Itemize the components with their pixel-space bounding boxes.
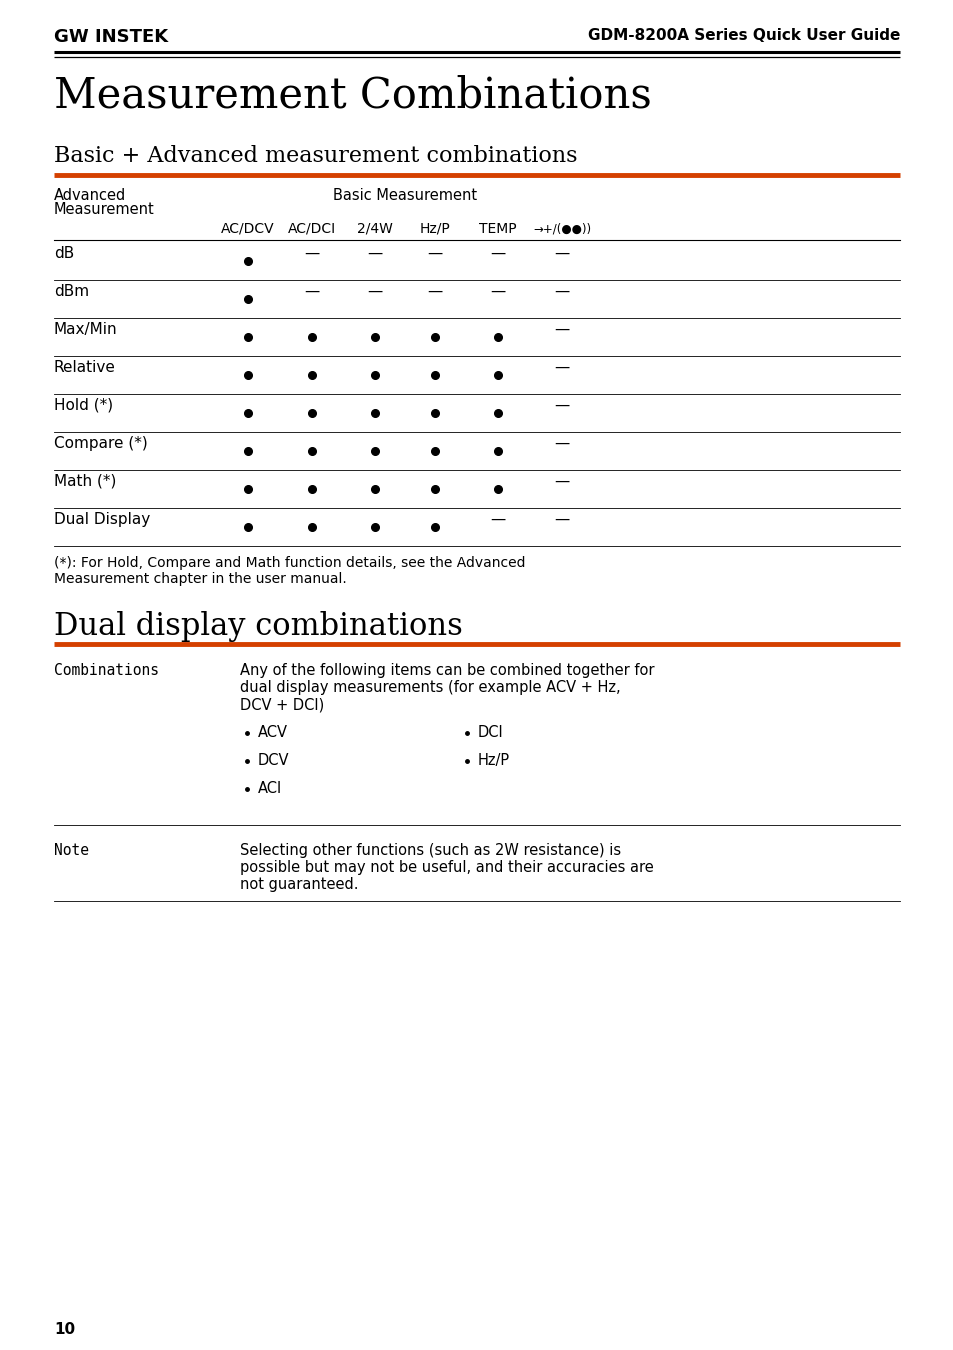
Text: GDM-8200A Series Quick User Guide: GDM-8200A Series Quick User Guide <box>587 28 899 43</box>
Text: Math (*): Math (*) <box>54 474 116 489</box>
Text: dBm: dBm <box>54 284 89 298</box>
Text: DCV + DCI): DCV + DCI) <box>240 697 324 711</box>
Text: —: — <box>554 512 569 526</box>
Text: GW INSTEK: GW INSTEK <box>54 28 168 46</box>
Text: Relative: Relative <box>54 360 115 375</box>
Text: Dual Display: Dual Display <box>54 512 150 526</box>
Text: —: — <box>554 246 569 261</box>
Text: —: — <box>490 512 505 526</box>
Text: ACV: ACV <box>257 725 288 740</box>
Text: Note: Note <box>54 842 89 859</box>
Text: Measurement Combinations: Measurement Combinations <box>54 76 651 117</box>
Text: Measurement: Measurement <box>54 202 154 217</box>
Text: Measurement chapter in the user manual.: Measurement chapter in the user manual. <box>54 572 346 586</box>
Text: ACI: ACI <box>257 782 282 796</box>
Text: Any of the following items can be combined together for: Any of the following items can be combin… <box>240 663 654 678</box>
Text: —: — <box>367 246 382 261</box>
Text: DCI: DCI <box>477 725 503 740</box>
Text: Compare (*): Compare (*) <box>54 436 148 451</box>
Text: —: — <box>427 246 442 261</box>
Text: →+/(●●)): →+/(●●)) <box>533 221 591 235</box>
Text: possible but may not be useful, and their accuracies are: possible but may not be useful, and thei… <box>240 860 653 875</box>
Text: Dual display combinations: Dual display combinations <box>54 612 462 643</box>
Text: —: — <box>427 284 442 298</box>
Text: 2/4W: 2/4W <box>356 221 393 236</box>
Text: —: — <box>367 284 382 298</box>
Text: dB: dB <box>54 246 74 261</box>
Text: —: — <box>554 360 569 375</box>
Text: —: — <box>554 474 569 489</box>
Text: —: — <box>304 246 319 261</box>
Text: 10: 10 <box>54 1322 75 1336</box>
Text: dual display measurements (for example ACV + Hz,: dual display measurements (for example A… <box>240 680 620 695</box>
Text: AC/DCI: AC/DCI <box>288 221 335 236</box>
Text: Basic Measurement: Basic Measurement <box>333 188 476 202</box>
Text: not guaranteed.: not guaranteed. <box>240 878 358 892</box>
Text: —: — <box>554 284 569 298</box>
Text: Advanced: Advanced <box>54 188 126 202</box>
Text: Basic + Advanced measurement combinations: Basic + Advanced measurement combination… <box>54 144 577 167</box>
Text: Hold (*): Hold (*) <box>54 398 113 413</box>
Text: —: — <box>554 323 569 338</box>
Text: Max/Min: Max/Min <box>54 323 117 338</box>
Text: —: — <box>490 284 505 298</box>
Text: —: — <box>490 246 505 261</box>
Text: —: — <box>554 398 569 413</box>
Text: Combinations: Combinations <box>54 663 159 678</box>
Text: Hz/P: Hz/P <box>419 221 450 236</box>
Text: —: — <box>304 284 319 298</box>
Text: DCV: DCV <box>257 753 289 768</box>
Text: AC/DCV: AC/DCV <box>221 221 274 236</box>
Text: TEMP: TEMP <box>478 221 517 236</box>
Text: (*): For Hold, Compare and Math function details, see the Advanced: (*): For Hold, Compare and Math function… <box>54 556 525 570</box>
Text: —: — <box>554 436 569 451</box>
Text: Hz/P: Hz/P <box>477 753 510 768</box>
Text: Selecting other functions (such as 2W resistance) is: Selecting other functions (such as 2W re… <box>240 842 620 859</box>
